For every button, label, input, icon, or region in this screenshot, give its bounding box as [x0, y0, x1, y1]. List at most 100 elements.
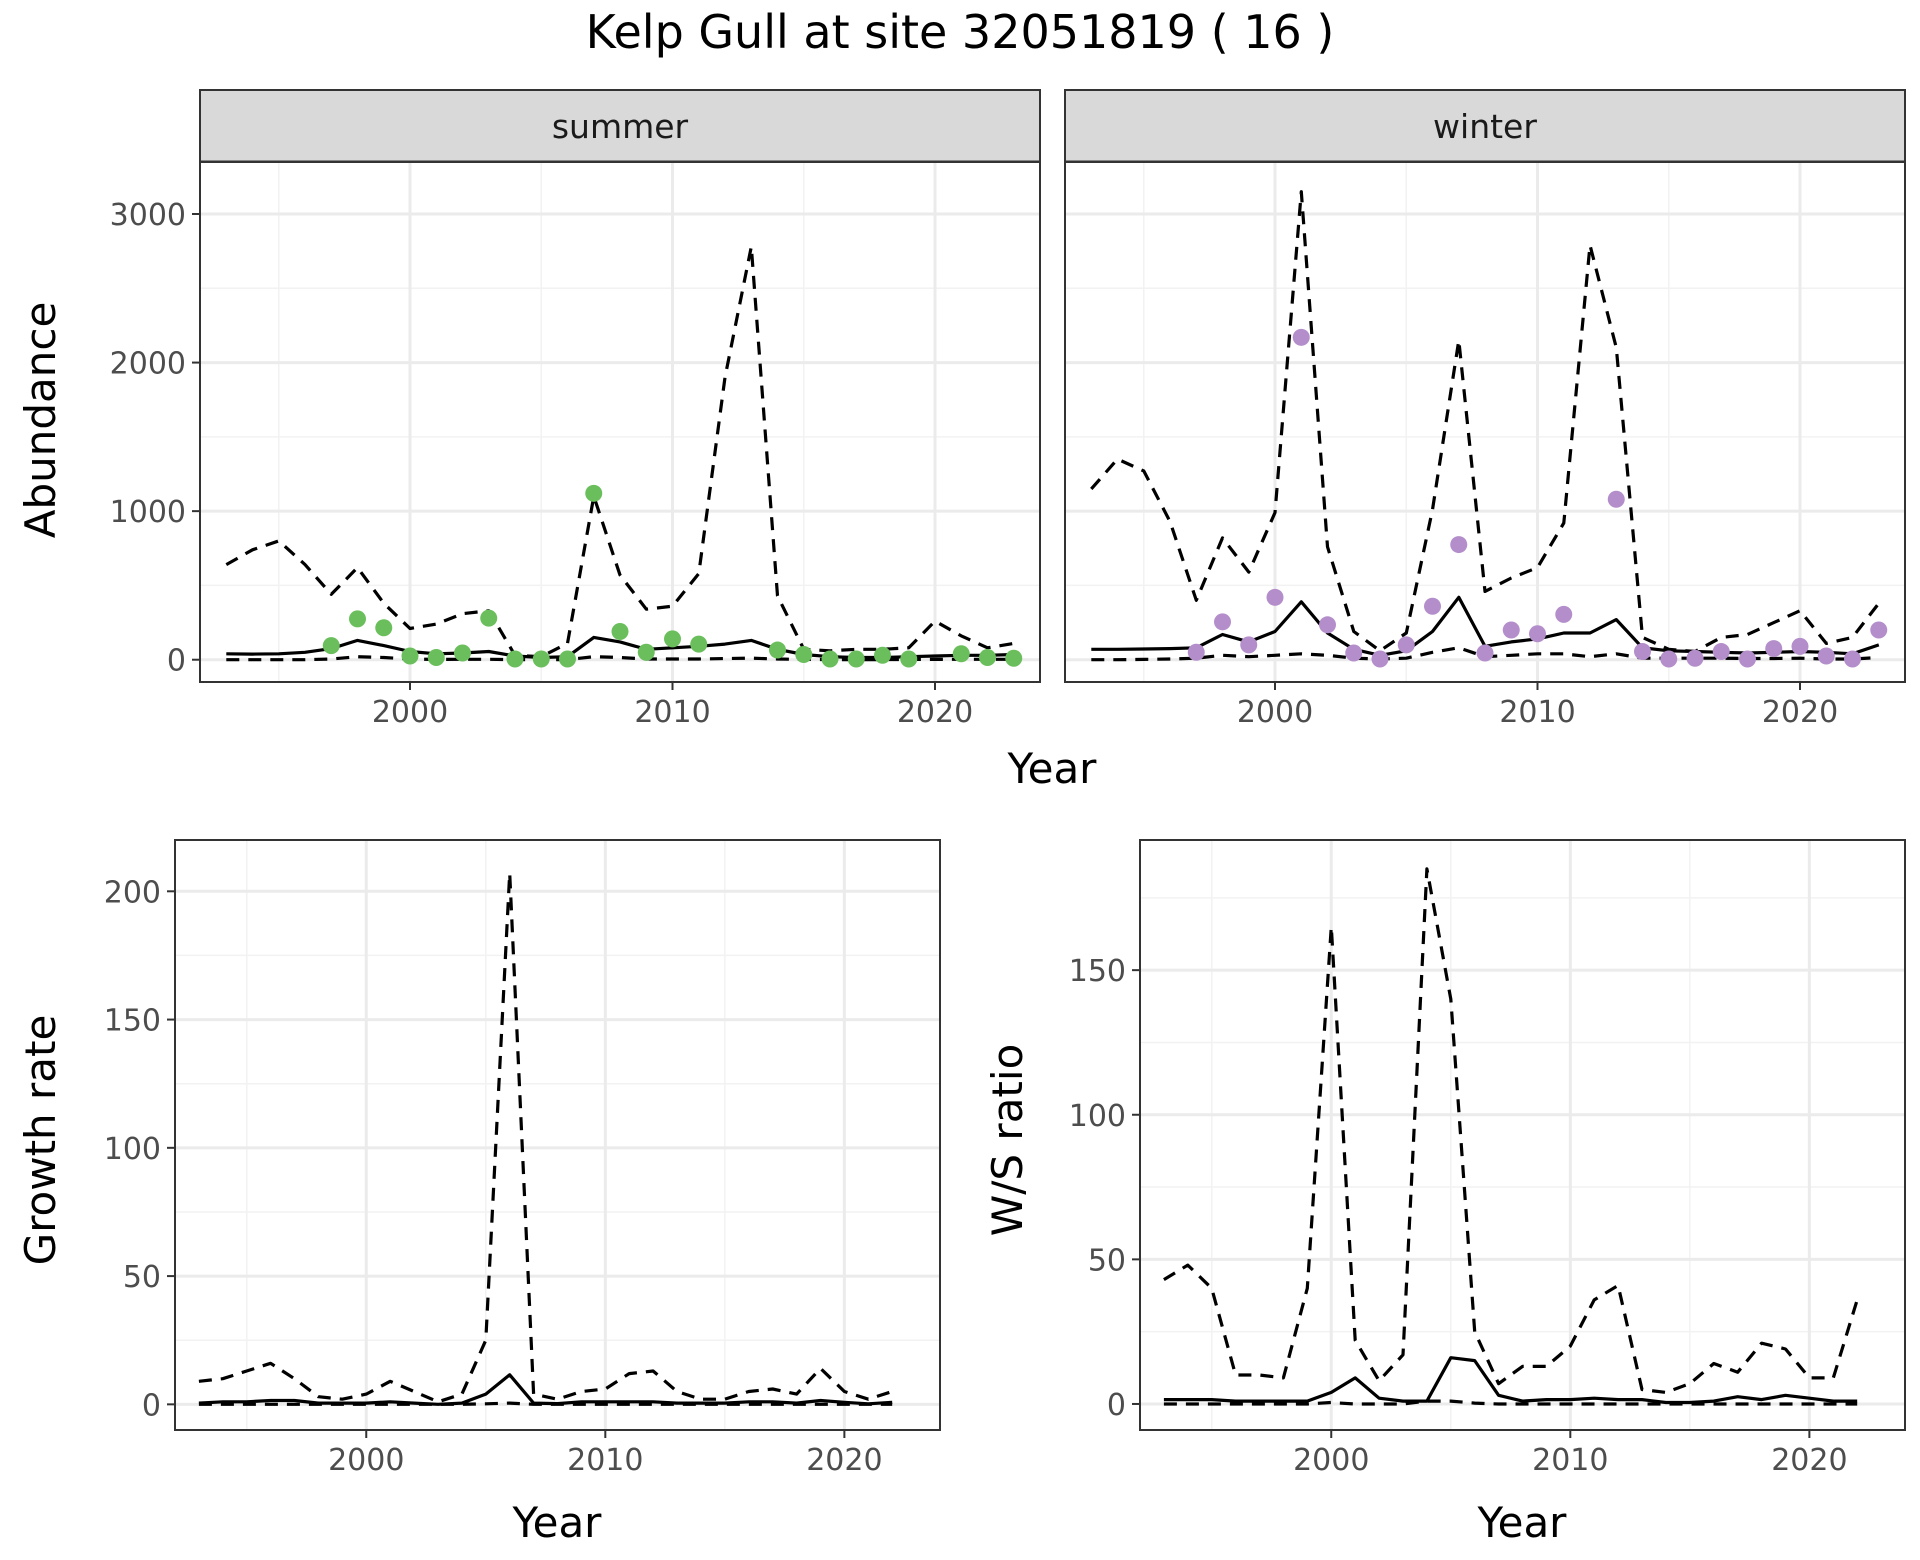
summer-observed-point [690, 635, 708, 653]
summer-observed-point [322, 637, 340, 655]
summer-observed-point [979, 648, 996, 666]
ws-y-tick-label: 50 [1088, 1243, 1126, 1278]
ws-x-tick-label: 2020 [1771, 1443, 1847, 1478]
summer-observed-point [795, 646, 813, 664]
summer-observed-point [664, 630, 681, 648]
summer-observed-point [769, 641, 786, 659]
summer-panel-border [199, 161, 1041, 683]
winter-observed-point [1739, 650, 1756, 668]
summer-y-tick-label: 1000 [110, 495, 186, 530]
ws-plot-area [1140, 840, 1905, 1430]
summer-y-tick-label: 3000 [110, 198, 186, 233]
winter-observed-point [1712, 643, 1730, 661]
growth-upper-bound-line [198, 871, 893, 1404]
winter-plot-area [1065, 162, 1905, 682]
summer-observed-point [637, 643, 655, 661]
growth-x-tick-label: 2000 [328, 1443, 404, 1478]
winter-observed-point [1555, 605, 1573, 623]
strip-winter-label: winter [1433, 107, 1537, 146]
summer-observed-point [847, 650, 865, 668]
winter-observed-point [1870, 621, 1888, 639]
winter-observed-point [1634, 643, 1651, 661]
growth-y-tick-label: 200 [104, 875, 161, 910]
summer-observed-point [611, 622, 629, 640]
winter-observed-point [1266, 588, 1284, 606]
winter-x-tick-label: 2010 [1499, 695, 1575, 730]
growth-y-tick-label: 100 [104, 1132, 161, 1167]
panel-summer-abundance: summer 2000 2010 2020 0 1000 2000 3000 [110, 89, 1041, 730]
panel-ws-ratio: 2000 2010 2020 0 50 100 150 [1069, 839, 1906, 1478]
ws-trend-line [1163, 1356, 1858, 1405]
ws-x-axis-title: Year [1477, 1498, 1568, 1547]
growth-x-axis-title: Year [512, 1498, 603, 1547]
winter-observed-point [1397, 636, 1415, 654]
winter-observed-point [1214, 613, 1231, 631]
summer-observed-point [874, 646, 891, 664]
summer-observed-point [585, 484, 603, 502]
summer-observed-point [349, 610, 366, 628]
summer-y-tick-label: 0 [167, 644, 186, 679]
growth-y-axis-title: Growth rate [16, 1015, 65, 1266]
ws-y-axis-title: W/S ratio [983, 1044, 1032, 1237]
summer-observed-point [375, 619, 393, 637]
summer-series-group [225, 245, 1023, 668]
growth-y-tick-label: 150 [104, 1004, 161, 1039]
winter-observed-point [1817, 647, 1835, 665]
winter-observed-point [1607, 490, 1625, 508]
summer-plot-area [200, 162, 1040, 682]
strip-winter [1064, 89, 1906, 163]
ws-x-tick-label: 2010 [1532, 1443, 1608, 1478]
summer-observed-point [506, 650, 524, 668]
winter-x-tick-label: 2020 [1762, 695, 1838, 730]
growth-trend-line [198, 1373, 893, 1406]
summer-observed-point [427, 648, 445, 666]
winter-observed-point [1345, 644, 1363, 662]
figure-title: Kelp Gull at site 32051819 ( 16 ) [586, 5, 1335, 59]
summer-upper-bound-line [225, 245, 1015, 659]
winter-observed-point [1844, 650, 1861, 668]
winter-panel-border [1064, 161, 1906, 683]
panel-growth-rate: 2000 2010 2020 0 50 100 150 200 [104, 839, 941, 1478]
winter-upper-bound-line [1090, 190, 1881, 654]
ws-panel-border [1139, 839, 1906, 1431]
summer-observed-point [821, 650, 839, 668]
ws-x-tick-label: 2000 [1293, 1443, 1369, 1478]
strip-summer [199, 89, 1041, 163]
winter-observed-point [1371, 650, 1389, 668]
ws-y-tick-label: 0 [1107, 1388, 1126, 1423]
top-x-axis-title: Year [1007, 744, 1098, 793]
summer-observed-point [454, 644, 471, 662]
winter-observed-point [1450, 536, 1468, 554]
ws-y-tick-label: 100 [1069, 1099, 1126, 1134]
winter-observed-point [1187, 643, 1205, 661]
growth-y-tick-label: 0 [142, 1388, 161, 1423]
summer-observed-point [559, 650, 576, 668]
growth-x-tick-label: 2010 [567, 1443, 643, 1478]
winter-observed-point [1660, 650, 1678, 668]
growth-panel-border [174, 839, 941, 1431]
growth-lower-bound-line [198, 1401, 893, 1406]
summer-observed-point [1005, 649, 1023, 667]
ws-lower-bound-line [1163, 1399, 1858, 1406]
winter-x-tick-label: 2000 [1237, 695, 1313, 730]
ws-series-group [1163, 867, 1859, 1406]
summer-observed-point [480, 609, 498, 627]
summer-y-tick-label: 2000 [110, 347, 186, 382]
winter-observed-point [1686, 649, 1704, 667]
growth-series-group [198, 871, 893, 1406]
winter-observed-point [1476, 644, 1494, 662]
winter-observed-point [1424, 597, 1441, 615]
summer-observed-point [952, 645, 970, 663]
summer-x-tick-label: 2020 [897, 695, 973, 730]
winter-series-group [1090, 190, 1888, 668]
growth-plot-area [175, 840, 940, 1430]
top-y-axis-title: Abundance [16, 302, 65, 539]
winter-observed-point [1791, 637, 1809, 655]
winter-observed-point [1240, 636, 1258, 654]
winter-observed-point [1319, 616, 1336, 634]
winter-observed-point [1502, 621, 1520, 639]
winter-observed-point [1292, 328, 1310, 346]
summer-x-tick-label: 2010 [634, 695, 710, 730]
growth-x-tick-label: 2020 [806, 1443, 882, 1478]
